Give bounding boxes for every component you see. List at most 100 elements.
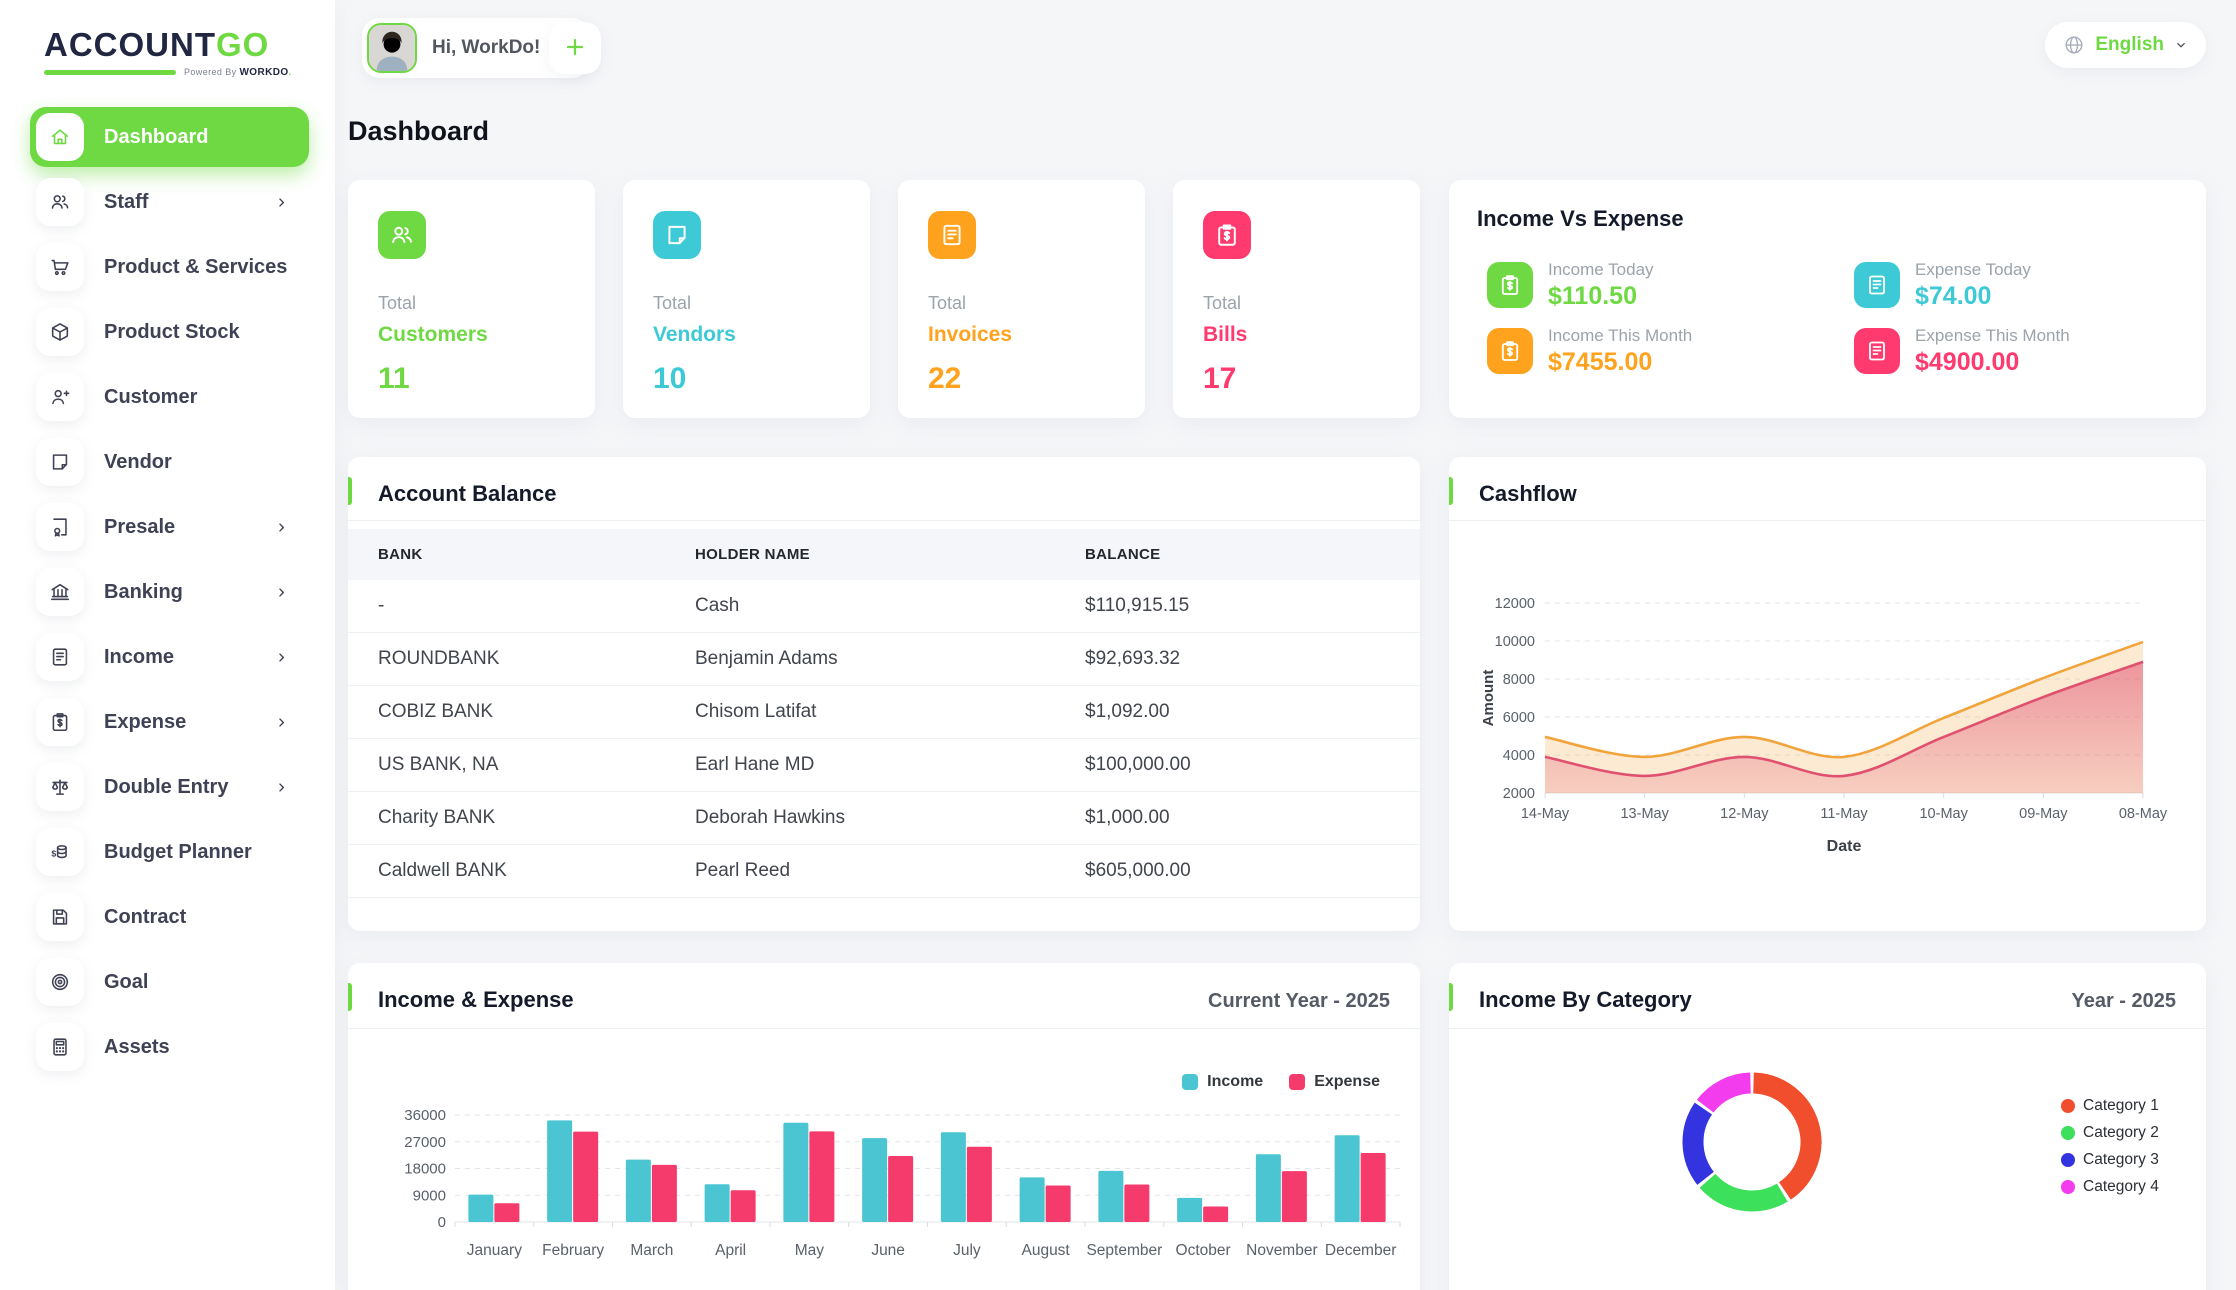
income-by-category-title: Income By Category	[1479, 987, 1692, 1012]
sidebar-item-income[interactable]: Income	[30, 627, 309, 687]
table-cell: COBIZ BANK	[378, 701, 494, 722]
svg-text:July: July	[953, 1242, 981, 1259]
income-expense-chart: 0 9000 18000 27000 36000 January February March…	[404, 1107, 1401, 1259]
legend-swatch	[2061, 1180, 2075, 1194]
svg-text:10000: 10000	[1495, 634, 1535, 650]
legend-item-income[interactable]: Income	[1182, 1073, 1263, 1091]
sidebar-item-expense[interactable]: Expense	[30, 692, 309, 752]
ive-entry-expense-today: Expense Today $74.00	[1854, 260, 2186, 310]
sidebar-item-label: Budget Planner	[104, 840, 252, 863]
svg-text:February: February	[542, 1242, 604, 1259]
account-balance-panel: Account Balance BANK HOLDER NAME BALANCE - C…	[348, 457, 1420, 931]
svg-text:18000: 18000	[404, 1161, 446, 1178]
ive-entry-income-today: Income Today $110.50	[1487, 260, 1854, 310]
sidebar-item-assets[interactable]: Assets	[30, 1017, 309, 1077]
ive-entry-label: Expense Today	[1915, 259, 2031, 279]
stat-card-vendors[interactable]: Total Vendors 10	[623, 180, 870, 418]
sidebar-item-label: Staff	[104, 190, 149, 213]
legend-item-expense[interactable]: Expense	[1289, 1073, 1380, 1091]
table-cell: Cash	[695, 595, 740, 616]
sidebar-item-double-entry[interactable]: Double Entry	[30, 757, 309, 817]
sidebar-item-label: Product & Services	[104, 255, 288, 278]
stat-card-label: Vendors	[653, 323, 736, 346]
stat-card-invoices[interactable]: Total Invoices 22	[898, 180, 1145, 418]
sidebar-item-vendor[interactable]: Vendor	[30, 432, 309, 492]
sidebar-item-presale[interactable]: Presale	[30, 497, 309, 557]
bar-chart-legend: Income Expense	[1182, 1073, 1380, 1091]
legend-swatch	[2061, 1126, 2075, 1140]
brand-underline	[44, 70, 176, 75]
sidebar-item-label: Contract	[104, 905, 187, 928]
stat-card-total-label: Total	[928, 293, 967, 313]
table-cell: US BANK, NA	[378, 754, 499, 775]
target-icon	[51, 973, 69, 991]
table-cell: $110,915.15	[1085, 595, 1190, 616]
plus-icon	[566, 38, 584, 55]
legend-item-category-4[interactable]: Category 4	[2061, 1178, 2159, 1196]
sidebar-item-banking[interactable]: Banking	[30, 562, 309, 622]
accent-bar	[348, 983, 352, 1011]
legend-swatch	[2061, 1153, 2075, 1167]
stat-card-bills[interactable]: Total Bills 17	[1173, 180, 1420, 418]
language-label: English	[2095, 34, 2164, 55]
stat-card-value: 17	[1203, 362, 1237, 395]
stat-card-customers[interactable]: Total Customers 11	[348, 180, 595, 418]
brand-name: ACCOUNTGO	[44, 26, 270, 63]
sidebar: ACCOUNTGO Powered By WORKDO. Dashboard St…	[0, 0, 335, 1290]
income-expense-title: Income & Expense	[378, 987, 574, 1012]
table-row: - Cash $110,915.15	[348, 580, 1420, 633]
table-cell: ROUNDBANK	[378, 648, 500, 669]
coins-icon: $	[51, 845, 67, 858]
ive-entry-label: Income This Month	[1548, 325, 1693, 345]
column-header: HOLDER NAME	[695, 546, 810, 563]
stat-cards-row: Total Customers 11 Total Vendors 10 Total Invoi…	[348, 180, 1420, 418]
sidebar-item-dashboard[interactable]: Dashboard	[30, 107, 309, 167]
legend-swatch	[1289, 1074, 1306, 1090]
stat-card-label: Bills	[1203, 323, 1248, 346]
accent-bar	[348, 477, 352, 505]
note-icon	[668, 225, 686, 245]
svg-text:14-May: 14-May	[1521, 806, 1570, 822]
legend-label: Category 1	[2083, 1097, 2159, 1114]
legend-item-category-2[interactable]: Category 2	[2061, 1124, 2159, 1142]
sidebar-item-product-stock[interactable]: Product Stock	[30, 302, 309, 362]
account-balance-title: Account Balance	[378, 481, 557, 506]
stat-card-total-label: Total	[1203, 293, 1242, 313]
table-header-row: BANK HOLDER NAME BALANCE	[348, 529, 1420, 580]
sidebar-item-product-services[interactable]: Product & Services	[30, 237, 309, 297]
column-header: BALANCE	[1085, 546, 1161, 563]
svg-text:08-May: 08-May	[2119, 806, 2168, 822]
globe-icon	[2065, 36, 2083, 54]
clipboard-dollar-icon	[1218, 224, 1236, 246]
sidebar-item-staff[interactable]: Staff	[30, 172, 309, 232]
svg-text:August: August	[1021, 1242, 1070, 1259]
sidebar-item-label: Assets	[104, 1035, 170, 1058]
add-button[interactable]	[549, 22, 601, 74]
legend-item-category-3[interactable]: Category 3	[2061, 1151, 2159, 1169]
sidebar-item-budget-planner[interactable]: $ Budget Planner	[30, 822, 309, 882]
legend-item-category-1[interactable]: Category 1	[2061, 1097, 2159, 1115]
svg-text:4000: 4000	[1503, 748, 1535, 764]
ive-entry-value: $7455.00	[1548, 347, 1653, 376]
sidebar-item-contract[interactable]: Contract	[30, 887, 309, 947]
sidebar-item-goal[interactable]: Goal	[30, 952, 309, 1012]
legend-label: Category 3	[2083, 1151, 2159, 1168]
svg-text:June: June	[871, 1242, 905, 1259]
file-invoice-icon	[1869, 275, 1885, 295]
svg-text:11-May: 11-May	[1820, 806, 1868, 822]
chevron-right-icon	[279, 587, 285, 597]
svg-text:January: January	[467, 1242, 522, 1259]
note-icon	[52, 454, 68, 470]
sidebar-nav: Dashboard Staff Product & Services Product …	[0, 107, 335, 1097]
table-cell: Benjamin Adams	[695, 648, 838, 669]
file-badge-icon	[53, 518, 67, 537]
svg-text:9000: 9000	[413, 1187, 446, 1204]
legend-label: Category 4	[2083, 1178, 2159, 1195]
language-selector[interactable]: English	[2045, 22, 2206, 68]
ive-entry-income-this-month: Income This Month $7455.00	[1487, 326, 1854, 376]
ive-entry-expense-this-month: Expense This Month $4900.00	[1854, 326, 2186, 376]
file-invoice-icon	[52, 648, 68, 666]
svg-text:$: $	[51, 848, 56, 858]
sidebar-item-customer[interactable]: Customer	[30, 367, 309, 427]
table-cell: Pearl Reed	[695, 860, 791, 881]
